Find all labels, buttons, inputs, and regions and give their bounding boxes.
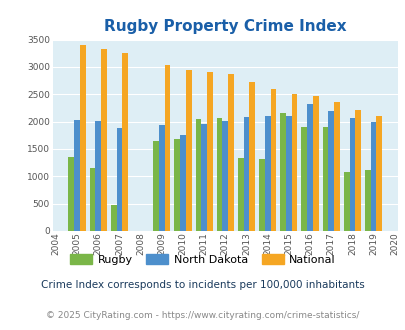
Bar — [249, 82, 254, 231]
Bar — [364, 170, 370, 231]
Bar — [207, 72, 212, 231]
Bar — [80, 45, 85, 231]
Bar — [228, 74, 233, 231]
Text: © 2025 CityRating.com - https://www.cityrating.com/crime-statistics/: © 2025 CityRating.com - https://www.city… — [46, 311, 359, 320]
Bar — [312, 96, 318, 231]
Bar — [237, 158, 243, 231]
Bar — [291, 94, 297, 231]
Bar — [74, 120, 80, 231]
Bar — [122, 53, 128, 231]
Bar — [270, 89, 275, 231]
Bar — [307, 104, 312, 231]
Title: Rugby Property Crime Index: Rugby Property Crime Index — [104, 19, 346, 34]
Bar — [111, 205, 116, 231]
Bar — [101, 49, 107, 231]
Legend: Rugby, North Dakota, National: Rugby, North Dakota, National — [65, 250, 340, 269]
Text: Crime Index corresponds to incidents per 100,000 inhabitants: Crime Index corresponds to incidents per… — [41, 280, 364, 290]
Bar — [354, 110, 360, 231]
Bar — [174, 139, 180, 231]
Bar — [216, 118, 222, 231]
Bar — [301, 127, 307, 231]
Bar — [153, 141, 158, 231]
Bar — [116, 128, 122, 231]
Bar — [195, 119, 201, 231]
Bar — [164, 65, 170, 231]
Bar — [264, 115, 270, 231]
Bar — [185, 70, 191, 231]
Bar — [375, 115, 381, 231]
Bar — [328, 111, 333, 231]
Bar — [90, 168, 95, 231]
Bar — [370, 122, 375, 231]
Bar — [258, 159, 264, 231]
Bar — [158, 125, 164, 231]
Bar — [343, 172, 349, 231]
Bar — [279, 114, 285, 231]
Bar — [333, 102, 339, 231]
Bar — [95, 121, 101, 231]
Bar — [285, 115, 291, 231]
Bar — [68, 157, 74, 231]
Bar — [201, 124, 207, 231]
Bar — [222, 121, 228, 231]
Bar — [322, 127, 328, 231]
Bar — [349, 118, 354, 231]
Bar — [180, 135, 185, 231]
Bar — [243, 117, 249, 231]
